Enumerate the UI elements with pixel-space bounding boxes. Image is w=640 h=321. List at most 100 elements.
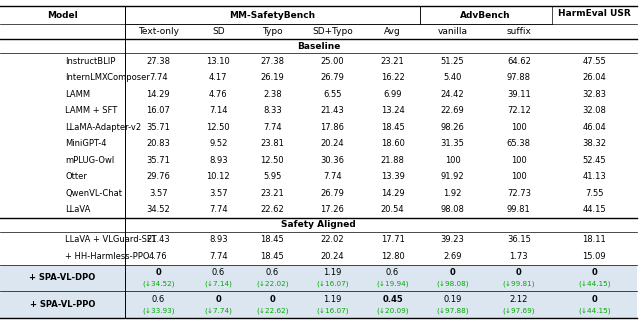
Text: 36.15: 36.15 (507, 235, 531, 245)
Text: 6.99: 6.99 (383, 90, 402, 99)
Text: LLaVA: LLaVA (65, 205, 90, 214)
Text: 13.10: 13.10 (206, 57, 230, 66)
Text: 12.80: 12.80 (381, 252, 404, 261)
Text: Typo: Typo (262, 27, 283, 36)
Text: 97.88: 97.88 (507, 74, 531, 82)
Text: 32.08: 32.08 (582, 106, 606, 115)
Text: 23.21: 23.21 (381, 57, 404, 66)
FancyBboxPatch shape (0, 265, 637, 291)
Text: (↓7.74): (↓7.74) (204, 307, 232, 314)
Text: 100: 100 (445, 156, 461, 165)
Text: 21.43: 21.43 (147, 235, 170, 245)
Text: MiniGPT-4: MiniGPT-4 (65, 139, 107, 148)
Text: 32.83: 32.83 (582, 90, 606, 99)
Text: 46.04: 46.04 (582, 123, 606, 132)
Text: (↓7.14): (↓7.14) (204, 281, 232, 287)
Text: 0: 0 (516, 268, 522, 277)
Text: Safety Aligned: Safety Aligned (281, 220, 356, 229)
Text: 2.12: 2.12 (509, 295, 528, 304)
Text: vanilla: vanilla (438, 27, 468, 36)
Text: 39.23: 39.23 (441, 235, 465, 245)
Text: 21.43: 21.43 (321, 106, 344, 115)
Text: 31.35: 31.35 (441, 139, 465, 148)
Text: 17.26: 17.26 (321, 205, 344, 214)
Text: 7.74: 7.74 (149, 74, 168, 82)
Text: 72.73: 72.73 (507, 189, 531, 198)
Text: 100: 100 (511, 172, 527, 181)
Text: 18.60: 18.60 (381, 139, 404, 148)
Text: 0.6: 0.6 (152, 295, 164, 304)
Text: 0.6: 0.6 (266, 268, 279, 277)
Text: (↓97.69): (↓97.69) (502, 307, 535, 314)
Text: 0.6: 0.6 (212, 268, 225, 277)
Text: 1.19: 1.19 (323, 295, 342, 304)
Text: 8.93: 8.93 (209, 235, 228, 245)
Text: (↓16.07): (↓16.07) (316, 281, 349, 287)
Text: 35.71: 35.71 (146, 156, 170, 165)
Text: 10.12: 10.12 (207, 172, 230, 181)
Text: Avg: Avg (384, 27, 401, 36)
Text: Text-only: Text-only (138, 27, 179, 36)
Text: 64.62: 64.62 (507, 57, 531, 66)
Text: 17.86: 17.86 (321, 123, 344, 132)
Text: 22.62: 22.62 (260, 205, 284, 214)
Text: 20.24: 20.24 (321, 252, 344, 261)
Text: 2.69: 2.69 (444, 252, 462, 261)
Text: 18.45: 18.45 (381, 123, 404, 132)
Text: 12.50: 12.50 (260, 156, 284, 165)
Text: 0: 0 (591, 295, 597, 304)
Text: 65.38: 65.38 (507, 139, 531, 148)
Text: Baseline: Baseline (296, 42, 340, 51)
Text: 5.40: 5.40 (444, 74, 462, 82)
Text: 12.50: 12.50 (207, 123, 230, 132)
Text: (↓20.09): (↓20.09) (376, 307, 409, 314)
Text: 1.73: 1.73 (509, 252, 528, 261)
Text: 13.24: 13.24 (381, 106, 404, 115)
Text: 29.76: 29.76 (146, 172, 170, 181)
Text: 99.81: 99.81 (507, 205, 531, 214)
Text: (↓98.08): (↓98.08) (436, 281, 469, 287)
Text: 7.14: 7.14 (209, 106, 227, 115)
Text: 4.76: 4.76 (149, 252, 168, 261)
Text: 26.04: 26.04 (582, 74, 606, 82)
FancyBboxPatch shape (0, 291, 637, 318)
Text: Otter: Otter (65, 172, 87, 181)
Text: 23.21: 23.21 (260, 189, 284, 198)
Text: Model: Model (47, 11, 78, 20)
Text: 47.55: 47.55 (582, 57, 606, 66)
Text: 16.22: 16.22 (381, 74, 404, 82)
Text: 0: 0 (216, 295, 221, 304)
Text: 3.57: 3.57 (149, 189, 168, 198)
Text: 7.74: 7.74 (209, 252, 228, 261)
Text: 26.79: 26.79 (321, 74, 344, 82)
Text: 52.45: 52.45 (582, 156, 606, 165)
Text: 38.32: 38.32 (582, 139, 606, 148)
Text: 30.36: 30.36 (321, 156, 344, 165)
Text: 18.45: 18.45 (260, 235, 284, 245)
Text: suffix: suffix (506, 27, 531, 36)
Text: (↓99.81): (↓99.81) (502, 281, 535, 287)
Text: 4.17: 4.17 (209, 74, 227, 82)
Text: 20.54: 20.54 (381, 205, 404, 214)
Text: 14.29: 14.29 (381, 189, 404, 198)
Text: (↓22.02): (↓22.02) (256, 281, 289, 287)
Text: 9.52: 9.52 (209, 139, 227, 148)
Text: 20.24: 20.24 (321, 139, 344, 148)
Text: 51.25: 51.25 (441, 57, 465, 66)
Text: MM-SafetyBench: MM-SafetyBench (229, 11, 316, 20)
Text: mPLUG-Owl: mPLUG-Owl (65, 156, 115, 165)
Text: 7.55: 7.55 (585, 189, 604, 198)
Text: 7.74: 7.74 (209, 205, 228, 214)
Text: (↓44.15): (↓44.15) (578, 307, 611, 314)
Text: LLaMA-Adapter-v2: LLaMA-Adapter-v2 (65, 123, 141, 132)
Text: 4.76: 4.76 (209, 90, 228, 99)
Text: 0: 0 (269, 295, 275, 304)
Text: SD: SD (212, 27, 225, 36)
Text: 3.57: 3.57 (209, 189, 228, 198)
Text: (↓97.88): (↓97.88) (436, 307, 469, 314)
Text: 5.95: 5.95 (263, 172, 282, 181)
Text: LAMM + SFT: LAMM + SFT (65, 106, 117, 115)
Text: 14.29: 14.29 (147, 90, 170, 99)
Text: 100: 100 (511, 156, 527, 165)
Text: 98.08: 98.08 (441, 205, 465, 214)
